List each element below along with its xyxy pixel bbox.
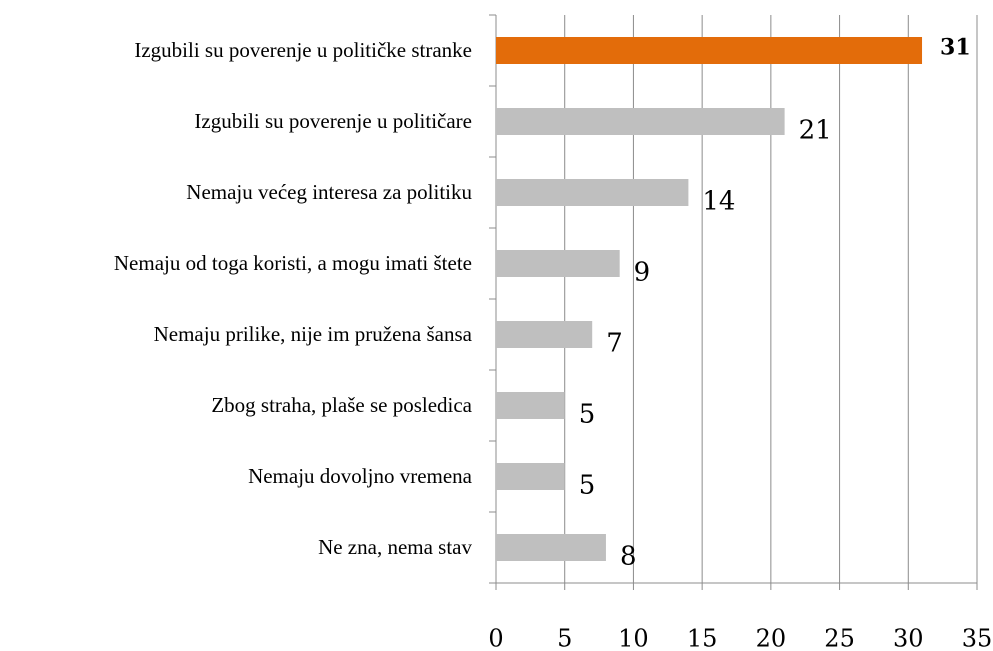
bar (496, 108, 785, 135)
bar (496, 463, 565, 490)
value-label: 5 (579, 471, 596, 501)
x-tick-label: 20 (756, 625, 787, 651)
category-label: Izgubili su poverenje u političare (194, 109, 472, 133)
category-label: Nemaju većeg interesa za politiku (186, 180, 472, 204)
value-label: 7 (606, 329, 623, 359)
bar (496, 534, 606, 561)
bar (496, 392, 565, 419)
category-label: Izgubili su poverenje u političke strank… (134, 38, 472, 62)
bar (496, 37, 923, 64)
x-tick-label: 10 (618, 625, 649, 651)
category-label: Nemaju prilike, nije im pružena šansa (153, 322, 472, 346)
value-label: 31 (940, 35, 971, 61)
category-label: Nemaju dovoljno vremena (248, 464, 472, 488)
bar (496, 250, 620, 277)
x-tick-label: 15 (687, 625, 718, 651)
value-label: 14 (702, 187, 735, 217)
value-label: 9 (634, 258, 651, 288)
x-tick-label: 25 (824, 625, 855, 651)
value-label: 5 (579, 400, 596, 430)
x-tick-label: 30 (893, 625, 924, 651)
x-tick-label: 35 (962, 625, 993, 651)
category-label: Zbog straha, plaše se posledica (211, 393, 472, 417)
x-tick-label: 0 (488, 625, 503, 651)
bar (496, 179, 689, 206)
value-label: 8 (620, 542, 637, 572)
category-label: Ne zna, nema stav (318, 535, 472, 559)
category-label: Nemaju od toga koristi, a mogu imati šte… (113, 251, 472, 275)
value-label: 21 (799, 116, 832, 146)
x-tick-label: 5 (557, 625, 572, 651)
bar (496, 321, 593, 348)
